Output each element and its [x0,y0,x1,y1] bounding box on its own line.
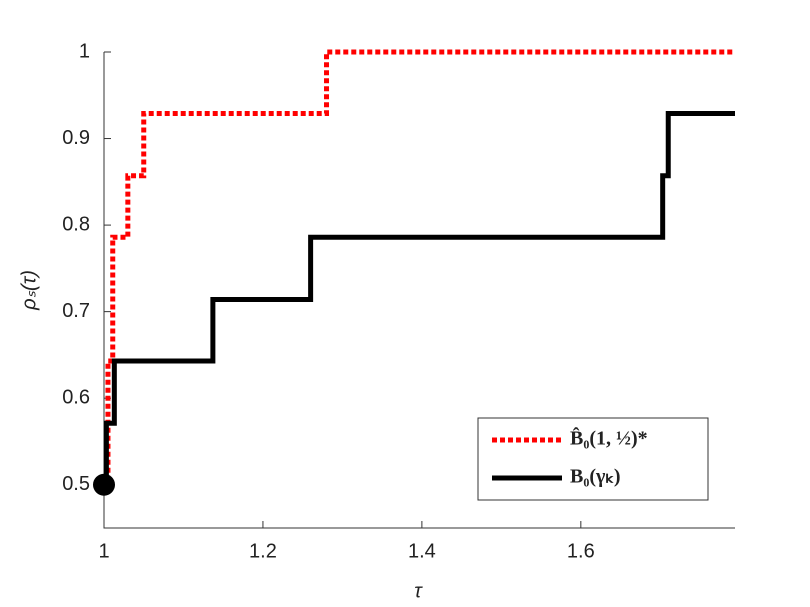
y-tick-label: 0.8 [62,213,90,235]
y-tick-label: 0.7 [62,300,90,322]
series-line [103,110,735,488]
y-tick-label: 0.6 [62,386,90,408]
y-tick-label: 0.9 [62,127,90,149]
series-line [104,49,735,488]
y-tick-label: 1 [79,40,90,62]
x-tick-label: 1.4 [408,540,436,562]
legend-label: B̂₀(1, ½)* [570,425,648,449]
x-tick-label: 1.2 [249,540,277,562]
start-marker [93,473,115,496]
legend-box [477,417,709,501]
legend-label: B₀(γₖ) [570,466,621,488]
y-axis-label: ρₛ(τ) [18,270,40,311]
y-tick-label: 0.5 [62,473,90,495]
x-axis-label: τ [414,580,423,602]
x-tick-label: 1.6 [567,540,595,562]
x-tick-label: 1 [98,540,109,562]
